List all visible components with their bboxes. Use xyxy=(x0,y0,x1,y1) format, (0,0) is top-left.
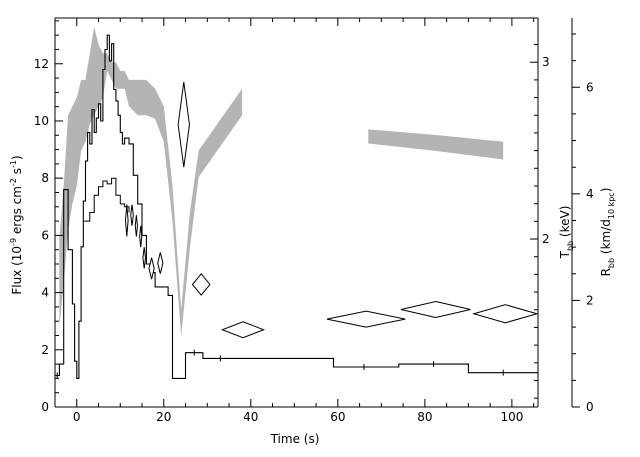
radius-diamond-7 xyxy=(157,252,164,274)
flux-tick-label: 0 xyxy=(41,400,49,414)
axis-title-part: ) xyxy=(599,188,613,193)
axis-title-part: bb xyxy=(566,241,575,251)
radius-diamond-6 xyxy=(148,257,155,280)
flux-tick-label: 10 xyxy=(34,114,49,128)
axis-title-part: -9 xyxy=(9,238,18,246)
axis-title-part: bb xyxy=(607,258,616,268)
x-tick-label: 20 xyxy=(156,410,171,424)
x-tick-label: 0 xyxy=(73,410,81,424)
axis-title-part: -1 xyxy=(9,160,18,168)
radius-diamond-2 xyxy=(130,204,134,226)
axis-title-part: ergs cm xyxy=(10,186,24,238)
temperature-tick-label: 2 xyxy=(542,232,550,246)
radius-diamond-4 xyxy=(139,225,143,248)
temperature-band-2 xyxy=(198,88,243,178)
axis-title-part: s xyxy=(10,168,24,178)
radius-diamond-layer xyxy=(124,81,539,339)
left-axis-title: Flux (10-9 ergs cm-2 s-1) xyxy=(9,155,24,294)
radius-diamond-12 xyxy=(400,300,471,318)
x-tick-label: 80 xyxy=(417,410,432,424)
flux-tick-label: 2 xyxy=(41,343,49,357)
temperature-band-1 xyxy=(59,26,199,337)
flux-tick-label: 8 xyxy=(41,171,49,185)
radius-tick-label: 4 xyxy=(586,187,594,201)
x-tick-label: 100 xyxy=(500,410,523,424)
radius-tick-label: 0 xyxy=(586,400,594,414)
temperature-band-3 xyxy=(368,129,504,160)
radius-diamond-10 xyxy=(220,321,266,339)
radius-diamond-5 xyxy=(142,247,147,269)
radius-diamond-8 xyxy=(177,81,190,168)
axis-title-part: (km/d xyxy=(599,219,613,258)
flux-tick-label: 12 xyxy=(34,57,49,71)
temperature-tick-label: 3 xyxy=(542,55,550,69)
radius-diamond-11 xyxy=(326,310,406,328)
radius-tick-label: 6 xyxy=(586,80,594,94)
axes-layer: 0 20 40 60 80 100 0 2 4 6 8 10 12 2 3 0 2 4 6 xyxy=(34,17,594,424)
axis-title-part: R xyxy=(599,268,613,276)
axis-title-part: 10 kpc xyxy=(607,192,616,219)
temperature-band-layer xyxy=(59,26,504,337)
radius-diamond-13 xyxy=(472,304,539,324)
radius-axis-title: Rbb (km/d10 kpc) xyxy=(599,188,616,277)
x-tick-label: 40 xyxy=(243,410,258,424)
flux-tick-label: 4 xyxy=(41,286,49,300)
axis-title-part: ) xyxy=(10,155,24,160)
flux-lower-envelope-line xyxy=(83,177,130,222)
flux-histogram-line xyxy=(55,34,538,379)
axis-title-part: Flux (10 xyxy=(10,246,24,295)
x-axis-title: Time (s) xyxy=(270,432,320,446)
radius-tick-label: 2 xyxy=(586,293,594,307)
axis-title-part: (keV) xyxy=(558,206,572,241)
radius-diamond-9 xyxy=(191,272,211,296)
x-tick-label: 60 xyxy=(330,410,345,424)
flux-curve-layer xyxy=(55,34,538,379)
temperature-axis-title: Tbb (keV) xyxy=(558,206,575,260)
axis-title-part: T xyxy=(558,250,572,259)
flux-tick-label: 6 xyxy=(41,228,49,242)
radius-diamond-1 xyxy=(124,204,129,237)
radius-diamond-3 xyxy=(134,215,138,237)
axis-title-part: -2 xyxy=(9,178,18,186)
